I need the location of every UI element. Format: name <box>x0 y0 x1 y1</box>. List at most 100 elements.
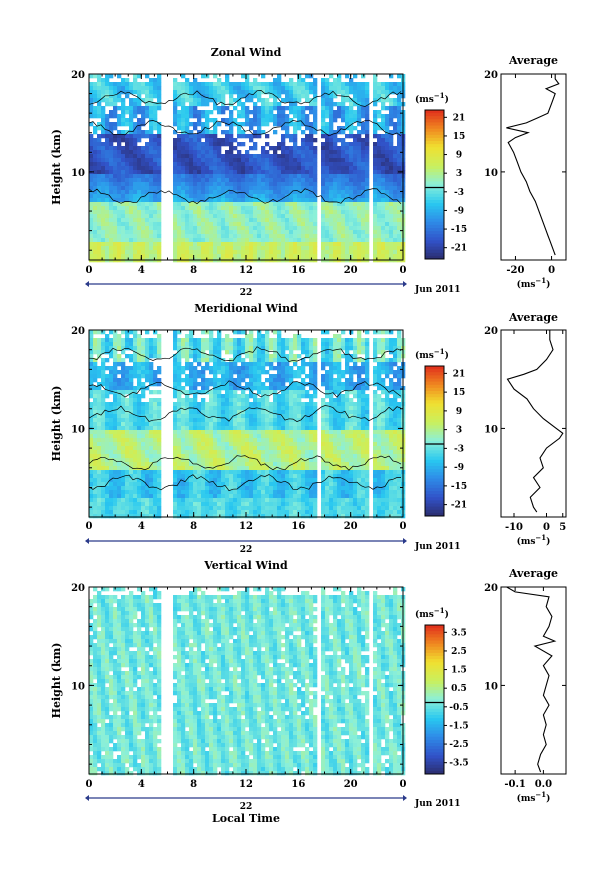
heatmap-cell <box>361 406 366 411</box>
heatmap-cell <box>269 118 274 123</box>
heatmap-cell <box>249 362 254 367</box>
heatmap-cell <box>153 330 158 335</box>
heatmap-cell <box>397 234 402 239</box>
heatmap-cell <box>205 402 210 407</box>
heatmap-cell <box>273 250 278 255</box>
heatmap-cell <box>149 354 154 359</box>
heatmap-cell <box>385 342 390 347</box>
heatmap-cell <box>241 134 246 139</box>
heatmap-cell <box>257 362 262 367</box>
heatmap-cell <box>273 210 278 215</box>
heatmap-cell <box>189 106 194 111</box>
heatmap-cell <box>261 406 266 411</box>
heatmap-cell <box>301 254 306 259</box>
heatmap-cell <box>321 214 326 219</box>
heatmap-cell <box>277 410 282 415</box>
heatmap-cell <box>353 218 358 223</box>
heatmap-cell <box>121 422 126 427</box>
heatmap-cell <box>261 146 266 151</box>
heatmap-cell <box>185 218 190 223</box>
heatmap-cell <box>325 106 330 111</box>
heatmap-cell <box>141 358 146 363</box>
heatmap-cell <box>349 126 354 131</box>
heatmap-cell <box>269 110 274 115</box>
heatmap-cell <box>97 350 102 355</box>
heatmap-cell <box>373 166 378 171</box>
heatmap-cell <box>149 106 154 111</box>
heatmap-cell <box>385 210 390 215</box>
heatmap-cell <box>117 90 122 95</box>
heatmap-cell <box>249 386 254 391</box>
heatmap-cell <box>253 226 258 231</box>
heatmap-cell <box>397 118 402 123</box>
heatmap-cell <box>325 174 330 179</box>
heatmap-cell <box>217 110 222 115</box>
heatmap-cell <box>349 154 354 159</box>
heatmap-cell <box>117 182 122 187</box>
heatmap-cell <box>377 386 382 391</box>
heatmap-cell <box>225 422 230 427</box>
heatmap-cell <box>117 382 122 387</box>
heatmap-cell <box>101 350 106 355</box>
heatmap-cell <box>357 242 362 247</box>
heatmap-cell <box>121 378 126 383</box>
heatmap-cell <box>377 394 382 399</box>
heatmap-cell <box>233 186 238 191</box>
heatmap-cell <box>337 254 342 259</box>
heatmap-cell <box>113 426 118 431</box>
heatmap-cell <box>389 198 394 203</box>
heatmap-cell <box>177 342 182 347</box>
heatmap-cell <box>197 338 202 343</box>
heatmap-cell <box>149 378 154 383</box>
heatmap-cell <box>173 178 178 183</box>
heatmap-cell <box>329 338 334 343</box>
heatmap-cell <box>129 366 134 371</box>
heatmap-cell <box>173 402 178 407</box>
heatmap-cell <box>273 182 278 187</box>
heatmap-cell <box>361 74 366 79</box>
heatmap-cell <box>349 250 354 255</box>
heatmap-cell <box>241 170 246 175</box>
heatmap-cell <box>137 182 142 187</box>
heatmap-cell <box>121 198 126 203</box>
heatmap-cell <box>329 146 334 151</box>
heatmap-cell <box>281 374 286 379</box>
heatmap-cell <box>129 418 134 423</box>
heatmap-cell <box>185 214 190 219</box>
heatmap-cell <box>389 386 394 391</box>
heatmap-cell <box>281 390 286 395</box>
heatmap-cell <box>97 226 102 231</box>
heatmap-cell <box>185 242 190 247</box>
heatmap-cell <box>329 366 334 371</box>
heatmap-cell <box>101 182 106 187</box>
heatmap-cell <box>289 102 294 107</box>
heatmap-cell <box>365 146 370 151</box>
heatmap-cell <box>273 422 278 427</box>
heatmap-cell <box>253 394 258 399</box>
heatmap-cell <box>281 362 286 367</box>
heatmap-cell <box>209 86 214 91</box>
heatmap-cell <box>113 378 118 383</box>
heatmap-cell <box>281 234 286 239</box>
heatmap-cell <box>385 390 390 395</box>
heatmap-cell <box>281 110 286 115</box>
heatmap-cell <box>353 226 358 231</box>
heatmap-cell <box>217 218 222 223</box>
heatmap-cell <box>173 346 178 351</box>
heatmap-cell <box>205 90 210 95</box>
heatmap-cell <box>209 350 214 355</box>
heatmap-cell <box>137 238 142 243</box>
heatmap-cell <box>325 122 330 127</box>
heatmap-cell <box>261 110 266 115</box>
heatmap-cell <box>281 382 286 387</box>
heatmap-cell <box>173 354 178 359</box>
heatmap-cell <box>101 194 106 199</box>
heatmap-cell <box>257 230 262 235</box>
heatmap-cell <box>389 238 394 243</box>
heatmap-cell <box>181 102 186 107</box>
heatmap-cell <box>93 114 98 119</box>
heatmap-cell <box>153 122 158 127</box>
heatmap-cell <box>297 218 302 223</box>
heatmap-cell <box>121 234 126 239</box>
heatmap-cell <box>345 342 350 347</box>
